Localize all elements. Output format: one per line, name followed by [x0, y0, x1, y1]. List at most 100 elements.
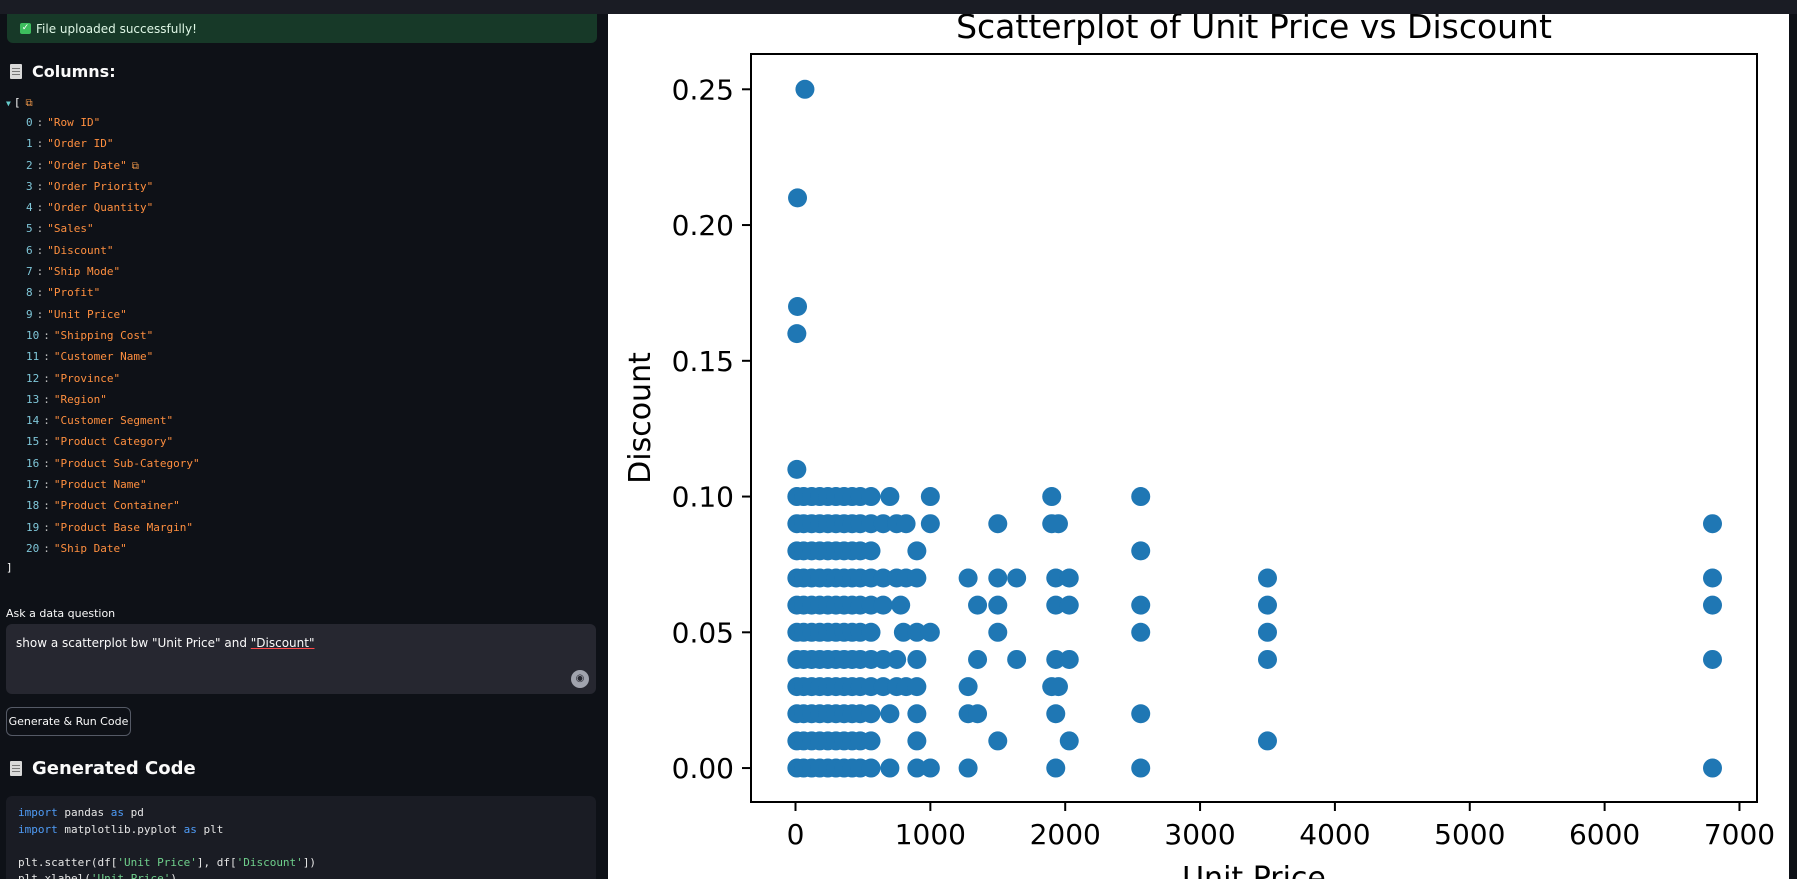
copy-icon[interactable]: ⧉ — [25, 98, 33, 109]
json-row: 8: "Profit" — [6, 282, 586, 303]
scatter-point — [1059, 731, 1079, 751]
code-line: plt.xlabel('Unit Price') — [18, 871, 584, 879]
scatter-point — [873, 677, 893, 697]
json-row: 1: "Order ID" — [6, 133, 586, 154]
json-row-index: 6 — [26, 243, 33, 257]
assistant-bot-icon[interactable]: ◉ — [571, 670, 589, 688]
scatter-point — [1702, 595, 1722, 615]
json-row: 6: "Discount" — [6, 240, 586, 261]
json-row-separator: : — [36, 179, 44, 193]
json-row-value: "Order ID" — [47, 137, 114, 151]
json-row-separator: : — [36, 222, 44, 236]
document-icon — [10, 761, 22, 776]
code-line — [18, 838, 584, 855]
chart-title: Scatterplot of Unit Price vs Discount — [956, 14, 1552, 46]
scatter-point — [873, 514, 893, 534]
json-row-separator: : — [36, 158, 44, 172]
json-row: 15: "Product Category" — [6, 431, 586, 452]
x-tick-label: 5000 — [1434, 818, 1505, 851]
columns-title: Columns: — [32, 62, 116, 81]
json-row-separator: : — [36, 265, 44, 279]
checkmark-icon: ✓ — [20, 23, 31, 34]
scatter-point — [880, 758, 900, 778]
code-keyword: as — [110, 806, 124, 819]
scatter-point — [1046, 704, 1066, 724]
copy-icon[interactable]: ⧉ — [131, 160, 139, 172]
json-row: 14: "Customer Segment" — [6, 410, 586, 431]
question-textarea[interactable]: show a scatterplot bw "Unit Price" and "… — [6, 624, 596, 694]
json-row-index: 16 — [26, 456, 40, 470]
json-row-separator: : — [43, 435, 50, 449]
y-tick-label: 0.25 — [672, 73, 734, 106]
json-row-separator: : — [43, 499, 50, 513]
y-tick-label: 0.20 — [672, 209, 734, 242]
scatter-point — [920, 758, 940, 778]
scatter-point — [1048, 677, 1068, 697]
columns-heading: Columns: — [10, 62, 116, 81]
plot-frame — [750, 53, 1758, 803]
plot-area: 0 1000 2000 3000 4000 5000 6000 7000 0.00 0.05 0.1… — [608, 14, 1797, 879]
json-row-separator: : — [43, 520, 50, 534]
scatter-point — [958, 677, 978, 697]
json-row: 20: "Ship Date" — [6, 538, 586, 559]
code-text: plt.scatter(df[ — [18, 855, 118, 869]
json-row-value: "Shipping Cost" — [53, 328, 154, 342]
scatter-point — [873, 649, 893, 669]
code-block: import pandas as pd import matplotlib.pyp… — [6, 796, 596, 879]
json-open-bracket: [ — [13, 96, 21, 109]
code-text: pandas — [57, 806, 111, 819]
code-text: ]) — [302, 855, 317, 869]
json-row-index: 7 — [26, 265, 33, 279]
document-icon — [10, 64, 22, 79]
json-row-value: "Product Category" — [53, 435, 174, 449]
scatter-point — [920, 622, 940, 642]
json-row-value: "Discount" — [47, 243, 114, 257]
y-tick-label: 0.00 — [672, 752, 734, 785]
scatter-point — [873, 595, 893, 615]
json-row: 17: "Product Name" — [6, 474, 586, 495]
json-row: 13: "Region" — [6, 389, 586, 410]
json-row-index: 2 — [26, 158, 33, 172]
scatter-point — [873, 568, 893, 588]
json-row-index: 0 — [26, 116, 33, 129]
json-row-index: 19 — [26, 520, 40, 534]
scatter-point — [893, 622, 913, 642]
scatter-point — [787, 459, 807, 479]
collapse-triangle-icon[interactable]: ▼ — [6, 99, 11, 108]
scatter-chart: 0 1000 2000 3000 4000 5000 6000 7000 0.00 0.05 0.1… — [623, 14, 1775, 879]
scatter-point — [1059, 595, 1079, 615]
json-rows: 0: "Row ID" 1: "Order ID" 2: "Order Date" ⧉ 3: "… — [6, 112, 586, 559]
json-row-index: 15 — [26, 435, 40, 449]
json-row-value: "Province" — [53, 371, 121, 385]
scatter-point — [907, 731, 927, 751]
scatter-point — [907, 758, 927, 778]
json-row-value: "Ship Mode" — [47, 265, 121, 279]
code-string: 'Unit Price' — [90, 872, 171, 879]
scatter-point — [1257, 649, 1277, 669]
json-row-value: "Customer Name" — [53, 350, 154, 364]
x-tick-label: 2000 — [1030, 818, 1101, 851]
columns-json-viewer: ▼[⧉ 0: "Row ID" 1: "Order ID" 2: "Order Date"… — [6, 94, 586, 577]
json-row-index: 13 — [26, 392, 40, 406]
scatter-point — [968, 595, 988, 615]
scatter-point — [788, 297, 808, 317]
scatter-point — [1046, 758, 1066, 778]
success-alert: ✓ File uploaded successfully! — [7, 14, 597, 43]
json-row-separator: : — [43, 371, 50, 385]
json-row-value: "Order Priority" — [47, 179, 154, 193]
code-text: ], df[ — [196, 855, 237, 869]
json-open-line[interactable]: ▼[ ⧉ — [6, 94, 586, 112]
json-row-index: 5 — [26, 222, 33, 236]
json-row: 4: "Order Quantity" — [6, 197, 586, 218]
json-row-index: 17 — [26, 478, 40, 492]
x-tick-label: 7000 — [1704, 818, 1775, 851]
code-text: matplotlib.pyplot — [57, 822, 184, 836]
scatter-point — [1059, 649, 1079, 669]
json-row: 0: "Row ID" — [6, 112, 586, 133]
scatter-point — [1131, 622, 1151, 642]
generate-run-code-button[interactable]: Generate & Run Code — [6, 707, 131, 736]
scatter-point — [968, 704, 988, 724]
json-row-separator: : — [43, 456, 50, 470]
json-row-separator: : — [36, 137, 44, 151]
scatter-point — [968, 649, 988, 669]
